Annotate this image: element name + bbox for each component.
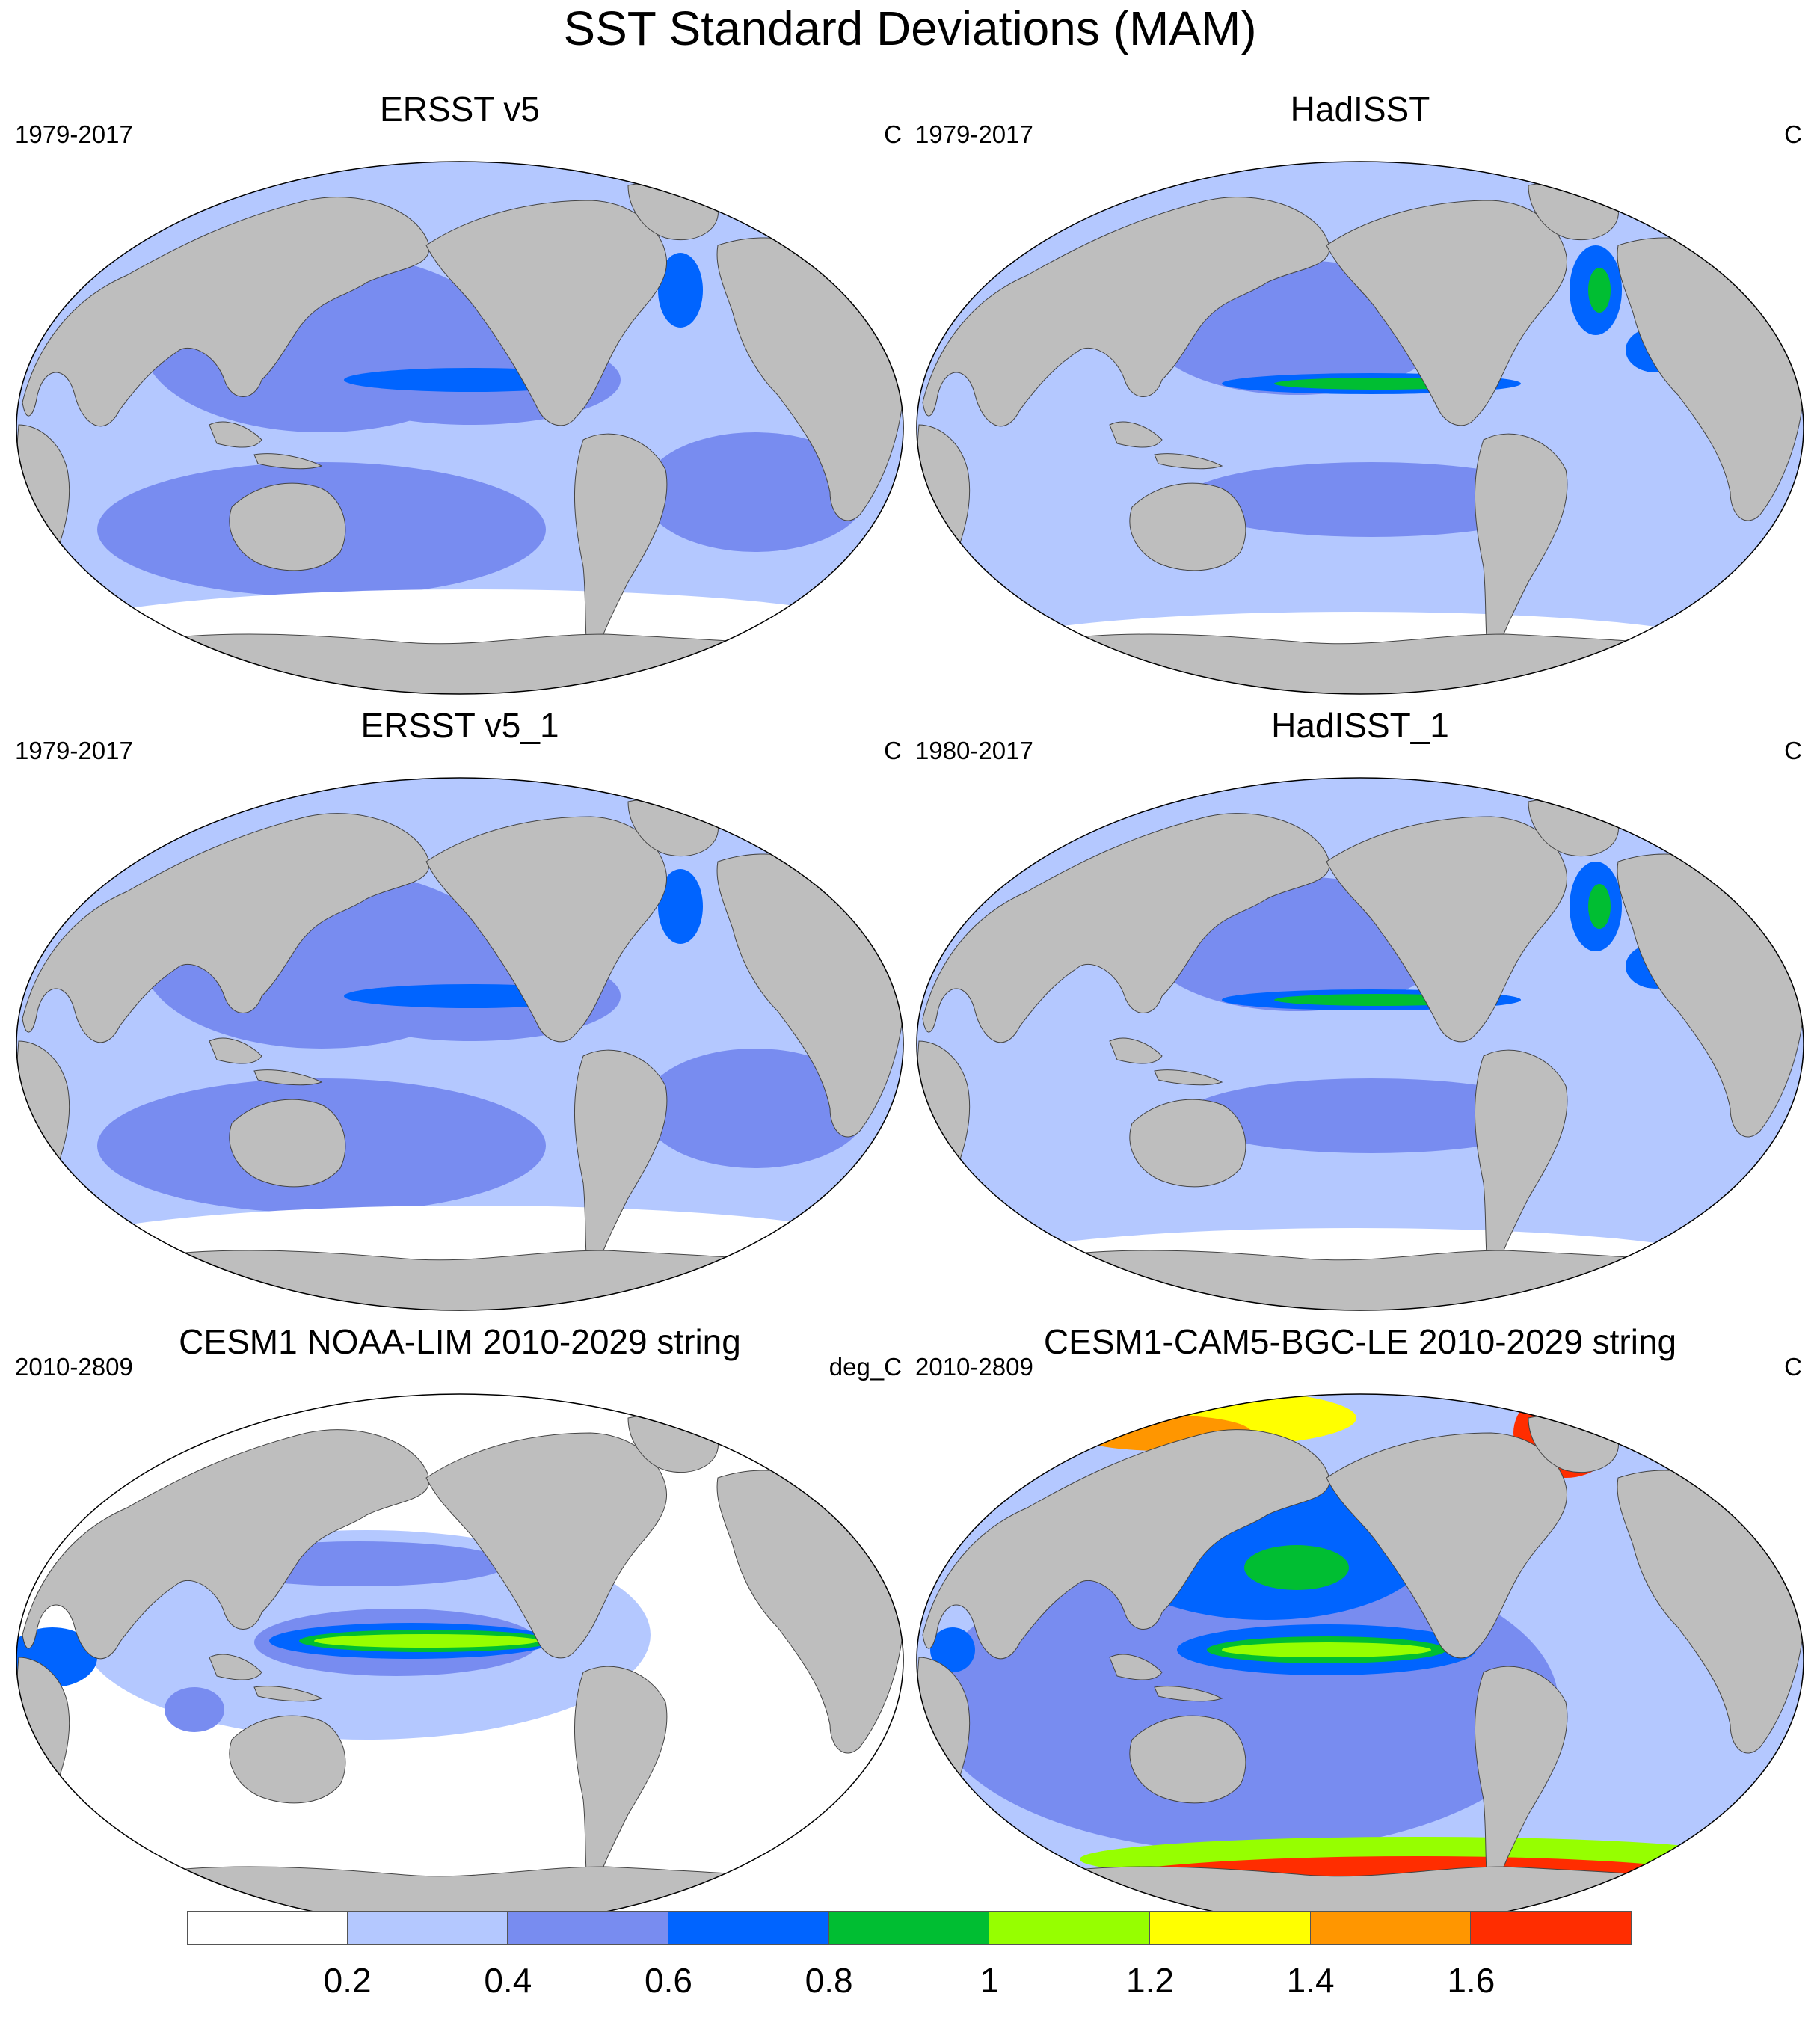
panel-years: 1980-2017: [915, 737, 1033, 764]
colorbar-segment: [1471, 1911, 1632, 1945]
colorbar-segment: [1310, 1911, 1472, 1945]
colorbar-segment: [508, 1911, 668, 1945]
map-border: [16, 777, 904, 1311]
sst-map: [16, 161, 904, 695]
colorbar-tick-label: 1.6: [1447, 1961, 1495, 2000]
map-panel: HadISST 1979-2017 C: [908, 88, 1813, 702]
colorbar-tick-label: 1: [980, 1961, 1000, 2000]
sst-map: [916, 1393, 1804, 1927]
panel-title: ERSST v5: [380, 90, 540, 129]
map-panel: ERSST v5_1 1979-2017 C: [7, 705, 912, 1318]
sst-contour-region: [1184, 462, 1558, 537]
panel-title: HadISST: [1290, 90, 1430, 129]
map-border: [916, 777, 1804, 1311]
colorbar-segment: [828, 1911, 990, 1945]
sst-contour-region: [658, 253, 703, 328]
panel-title: ERSST v5_1: [360, 706, 559, 745]
colorbar-segment: [347, 1911, 508, 1945]
sst-contour-region: [1244, 1545, 1349, 1590]
colorbar: [187, 1911, 1632, 1947]
panel-units: C: [884, 120, 902, 148]
colorbar-frame: [187, 1911, 1632, 1945]
sst-contour-region: [643, 432, 867, 552]
panel-units: C: [884, 737, 902, 764]
sst-contour-region: [1184, 1078, 1558, 1153]
sst-contour-region: [165, 1687, 224, 1732]
sst-map: [16, 1393, 904, 1927]
colorbar-tick-label: 0.6: [645, 1961, 692, 2000]
colorbar-segment: [989, 1911, 1150, 1945]
map-border: [16, 161, 904, 695]
panel-title: CESM1-CAM5-BGC-LE 2010-2029 string: [1043, 1322, 1677, 1361]
colorbar-tick-label: 0.4: [484, 1961, 532, 2000]
map-panel: HadISST_1 1980-2017 C: [908, 705, 1813, 1318]
sst-contour-region: [1222, 1642, 1431, 1657]
colorbar-tick-label: 1.4: [1286, 1961, 1335, 2000]
panel-years: 2010-2809: [15, 1353, 133, 1381]
sst-contour-region: [1588, 268, 1611, 313]
sst-contour-region: [1588, 884, 1611, 929]
panel-years: 1979-2017: [915, 120, 1033, 148]
panel-units: deg_C: [828, 1353, 902, 1381]
colorbar-segment: [187, 1911, 348, 1945]
panel-years: 2010-2809: [915, 1353, 1033, 1381]
sst-map: [916, 161, 1804, 695]
panel-title: HadISST_1: [1271, 706, 1449, 745]
map-panel: CESM1 NOAA-LIM 2010-2029 string 2010-2809…: [7, 1321, 912, 1934]
panel-title: CESM1 NOAA-LIM 2010-2029 string: [179, 1322, 741, 1361]
colorbar-tick-label: 0.2: [323, 1961, 372, 2000]
panel-years: 1979-2017: [15, 120, 133, 148]
map-border: [916, 161, 1804, 695]
sst-contour-region: [658, 869, 703, 944]
sst-map: [916, 777, 1804, 1311]
sst-contour-region: [930, 1627, 975, 1672]
panel-years: 1979-2017: [15, 737, 133, 764]
sst-map: [16, 777, 904, 1311]
sst-contour-region: [643, 1049, 867, 1168]
colorbar-tick-label: 0.8: [805, 1961, 853, 2000]
map-panel: ERSST v5 1979-2017 C: [7, 88, 912, 702]
figure-title: SST Standard Deviations (MAM): [563, 1, 1257, 55]
sst-contour-region: [314, 1634, 538, 1648]
map-panel: CESM1-CAM5-BGC-LE 2010-2029 string 2010-2…: [908, 1321, 1813, 1934]
colorbar-tick-label: 1.2: [1126, 1961, 1174, 2000]
sst-contour-region: [930, 1553, 1558, 1852]
colorbar-segment: [668, 1911, 829, 1945]
colorbar-segment: [1150, 1911, 1311, 1945]
panel-units: C: [1784, 1353, 1802, 1381]
panel-units: C: [1784, 120, 1802, 148]
panel-units: C: [1784, 737, 1802, 764]
sst-contour-region: [990, 1403, 1125, 1448]
